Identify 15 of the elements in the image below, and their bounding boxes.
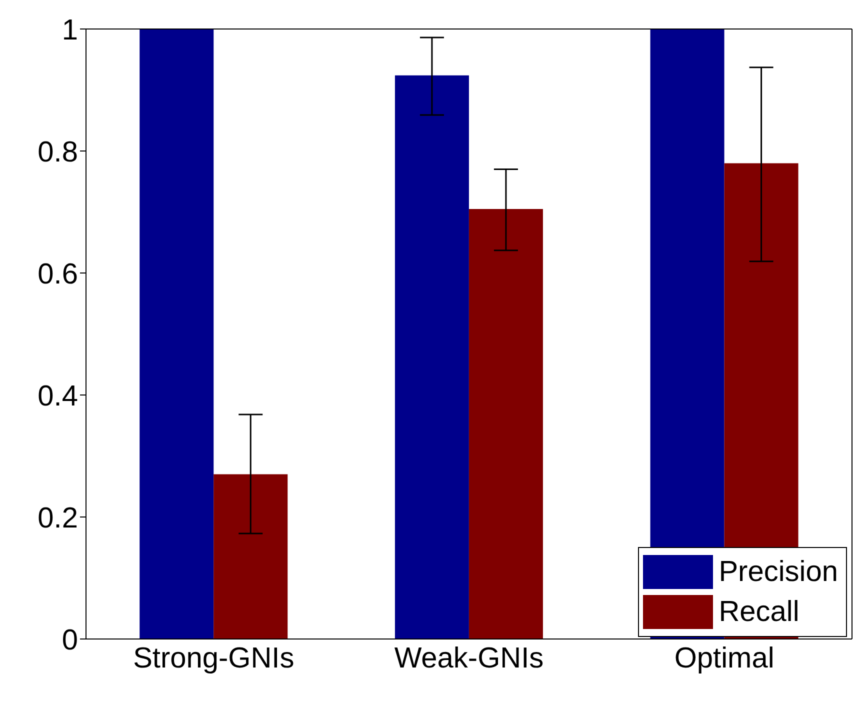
y-tick-label: 0.8 [38, 136, 78, 168]
bar [394, 75, 469, 639]
legend-label: Recall [718, 596, 800, 628]
y-tick-label: 0.4 [38, 380, 78, 412]
bar [468, 208, 543, 639]
x-tick-label: Optimal [674, 642, 774, 675]
y-tick-label: 0.6 [38, 258, 78, 290]
y-tick-label: 1 [62, 14, 78, 46]
y-tick-label: 0.2 [38, 502, 78, 534]
bar [140, 29, 214, 639]
y-tick-label: 0 [62, 624, 78, 656]
legend-label: Precision [718, 556, 838, 588]
x-tick-label: Strong-GNIs [133, 642, 294, 675]
bar [214, 474, 288, 639]
x-tick-label: Weak-GNIs [394, 642, 544, 675]
